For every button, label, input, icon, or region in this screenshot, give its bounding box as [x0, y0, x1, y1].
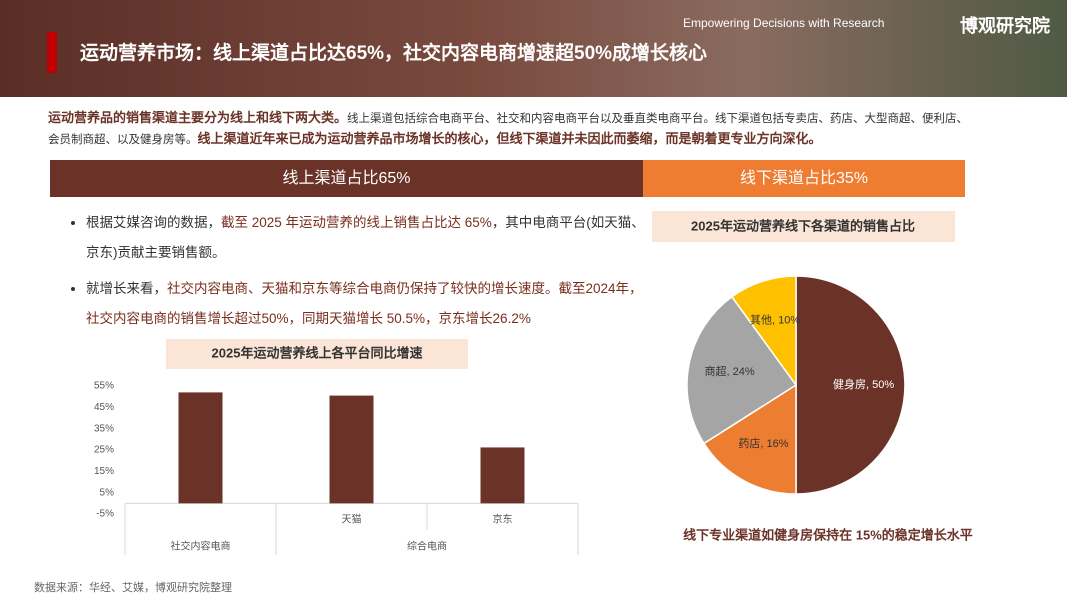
data-label: 商超, 24%: [705, 364, 755, 378]
header-band: [0, 0, 1067, 97]
caption: 线下专业渠道如健身房保持在 15%的稳定增长水平: [683, 527, 973, 542]
group-label: 综合电商: [407, 540, 447, 553]
pie-slice: [686, 295, 798, 445]
slide-title: 运动营养市场：线上渠道占比达65%，社交内容电商增速超50%成增长核心: [80, 43, 708, 64]
data-label: 药店, 16%: [738, 436, 788, 450]
tab: 线上渠道占比65%: [50, 160, 643, 197]
text: 就增长来看，: [86, 281, 167, 296]
pie-slice: [730, 275, 797, 388]
group-label: 社交内容电商: [171, 540, 231, 553]
y-tick-label: -5%: [96, 509, 114, 520]
intro: 运动营养品的销售渠道主要分为线上和线下两大类。线上渠道包括综合电商平台、社交和内…: [48, 108, 978, 150]
emphasis-text: 线上渠道近年来已成为运动营养品市场增长的核心，但线下渠道并未因此而萎缩，而是朝着…: [197, 131, 822, 146]
x-tick-label: 京东: [493, 513, 513, 526]
y-tick-label: 25%: [94, 445, 114, 456]
y-tick-label: 35%: [94, 423, 114, 434]
bar: [329, 395, 374, 504]
pie-slice: [795, 275, 906, 495]
bar: [480, 447, 525, 504]
pie-slice: [702, 383, 797, 495]
chart-title: 2025年运动营养线下各渠道的销售占比: [691, 218, 915, 233]
title-box: [652, 211, 955, 242]
emphasis-text: 截至 2025 年运动营养的线上销售占比达 65%: [221, 215, 492, 230]
bullet: 根据艾媒咨询的数据，截至 2025 年运动营养的线上销售占比达 65%，其中电商…: [86, 208, 646, 268]
data-label: 健身房, 50%: [833, 377, 894, 391]
text: 根据艾媒咨询的数据，: [86, 215, 221, 230]
y-tick-label: 15%: [94, 466, 114, 477]
brand: 博观研究院: [960, 16, 1050, 36]
text: 线上渠道包括综合电商平台、社交和内容电商平台以及垂直类电商平台。线下渠道包括专卖…: [48, 113, 969, 146]
emphasis-text: 运动营养品的销售渠道主要分为线上和线下两大类。: [48, 110, 348, 125]
bullets: 根据艾媒咨询的数据，截至 2025 年运动营养的线上销售占比达 65%，其中电商…: [68, 208, 646, 340]
data-label: 其他, 10%: [750, 314, 800, 327]
source: 数据来源：华经、艾媒，博观研究院整理: [34, 582, 232, 594]
x-tick-label: 天猫: [342, 513, 362, 526]
chart-title: 2025年运动营养线上各平台同比增速: [212, 345, 423, 360]
bullet: 就增长来看，社交内容电商、天猫和京东等综合电商仍保持了较快的增长速度。截至202…: [86, 274, 646, 334]
tab: 线下渠道占比35%: [643, 160, 965, 197]
y-tick-label: 45%: [94, 402, 114, 413]
title-box: [166, 339, 468, 369]
emphasis-text: 社交内容电商、天猫和京东等综合电商仍保持了较快的增长速度。截至2024年，社交内…: [86, 281, 643, 326]
y-tick-label: 5%: [100, 487, 115, 498]
tagline: Empowering Decisions with Research: [683, 16, 885, 30]
accent-bar: [47, 32, 57, 73]
y-tick-label: 55%: [94, 381, 114, 392]
bar: [178, 392, 223, 504]
text: ，其中电商平台(如天猫、京东)贡献主要销售额。: [86, 215, 645, 260]
